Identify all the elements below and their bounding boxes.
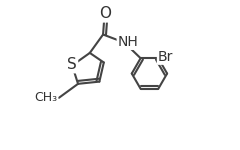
Text: Br: Br xyxy=(158,50,173,64)
Text: O: O xyxy=(99,6,111,21)
Text: S: S xyxy=(67,57,77,72)
Text: CH₃: CH₃ xyxy=(35,91,58,104)
Text: NH: NH xyxy=(118,35,138,49)
